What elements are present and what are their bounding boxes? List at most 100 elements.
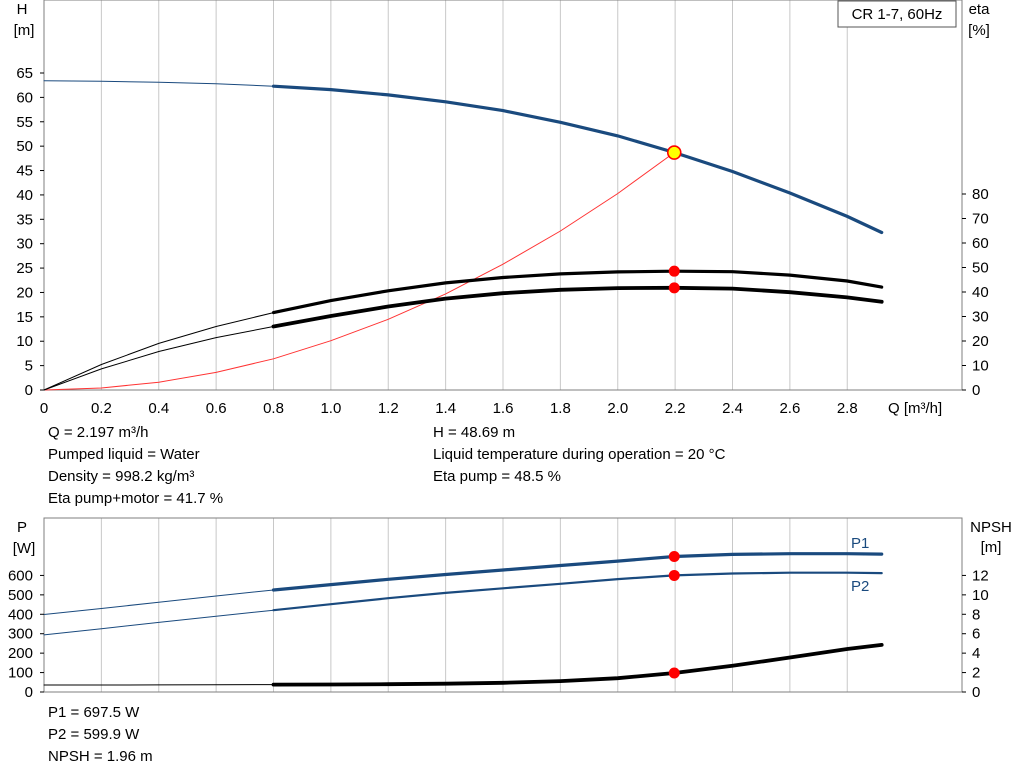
head-chart-grid	[100, 0, 848, 390]
flow-value: Q = 2.197 m³/h	[48, 424, 149, 441]
head-tick-label: 15	[16, 309, 33, 326]
npsh-tick-label: 6	[972, 626, 980, 643]
eta-tick-label: 70	[972, 211, 989, 228]
head-tick-label: 55	[16, 114, 33, 131]
p2-value: P2 = 599.9 W	[48, 726, 140, 743]
flow-tick-label: 2.0	[607, 400, 628, 417]
power-tick-label: 0	[25, 684, 33, 701]
head-axis-title: H	[17, 1, 28, 18]
duty-info-right: H = 48.69 m Liquid temperature during op…	[433, 422, 725, 488]
eta-tick-label: 20	[972, 333, 989, 350]
efficiency-curve	[271, 285, 884, 329]
head-tick-label: 20	[16, 284, 33, 301]
npsh-tick-label: 12	[972, 567, 989, 584]
flow-tick-label: 0.2	[91, 400, 112, 417]
duty-point-power-marker	[668, 569, 680, 581]
power-tick-label: 500	[8, 587, 33, 604]
p2-curve-label: P2	[851, 578, 869, 595]
duty-point-head-marker	[666, 145, 682, 160]
eta-tick-label: 10	[972, 358, 989, 375]
power-tick-label: 100	[8, 665, 33, 682]
head-curve	[43, 80, 274, 87]
flow-tick-label: 1.8	[550, 400, 571, 417]
head-chart-series	[43, 80, 884, 391]
density-value: Density = 998.2 kg/m³	[48, 468, 195, 485]
power-axis-unit: [W]	[13, 540, 36, 557]
p1-value: P1 = 697.5 W	[48, 704, 140, 721]
eta-pump-motor-value: Eta pump+motor = 41.7 %	[48, 490, 224, 507]
power-tick-label: 600	[8, 567, 33, 584]
flow-tick-label: 0.4	[148, 400, 169, 417]
power-tick-label: 200	[8, 645, 33, 662]
p1-power-curve	[43, 589, 274, 615]
head-value: H = 48.69 m	[433, 424, 516, 441]
head-tick-label: 60	[16, 89, 33, 106]
duty-point-npsh-marker	[668, 667, 680, 679]
liquid-temperature: Liquid temperature during operation = 20…	[433, 446, 726, 463]
p1-curve-label: P1	[851, 535, 869, 552]
power-chart-series	[43, 550, 884, 687]
eta-tick-label: 30	[972, 309, 989, 326]
npsh-tick-label: 8	[972, 606, 980, 623]
head-axis-unit: [m]	[14, 22, 35, 39]
duty-point-power-marker	[668, 550, 680, 562]
npsh-value: NPSH = 1.96 m	[48, 748, 153, 765]
head-curve	[271, 84, 884, 235]
head-tick-label: 0	[25, 382, 33, 399]
flow-tick-label: 1.0	[320, 400, 341, 417]
efficiency-curve	[43, 326, 274, 391]
eta-tick-label: 50	[972, 260, 989, 277]
duty-point-efficiency-marker	[668, 265, 680, 277]
pump-model-label: CR 1-7, 60Hz	[852, 6, 943, 23]
pump-model-box	[837, 0, 957, 28]
head-tick-label: 5	[25, 358, 33, 375]
head-tick-label: 25	[16, 260, 33, 277]
axis-ticks: 0 0.2 0.4 0.6 0.8 1.0 1.2 1.4 1.6 1.8 2.0 2.2 2.4 2.6…	[8, 65, 989, 701]
efficiency-curve	[43, 312, 274, 391]
system-curve	[43, 152, 675, 391]
eta-tick-label: 0	[972, 382, 980, 399]
flow-tick-label: 0.8	[263, 400, 284, 417]
npsh-axis-unit: [m]	[981, 539, 1002, 556]
power-tick-label: 400	[8, 606, 33, 623]
head-tick-label: 65	[16, 65, 33, 82]
efficiency-curve	[271, 269, 884, 315]
head-tick-label: 40	[16, 187, 33, 204]
eta-axis-title: eta	[969, 1, 991, 18]
npsh-tick-label: 4	[972, 645, 980, 662]
npsh-tick-label: 2	[972, 665, 980, 682]
flow-tick-label: 0	[40, 400, 48, 417]
npsh-tick-label: 10	[972, 587, 989, 604]
npsh-tick-label: 0	[972, 684, 980, 701]
eta-tick-label: 40	[972, 284, 989, 301]
eta-axis-unit: [%]	[968, 22, 990, 39]
p2-power-curve	[272, 571, 883, 612]
p1-power-curve	[271, 552, 884, 592]
power-chart-grid	[100, 518, 848, 692]
head-tick-label: 30	[16, 236, 33, 253]
eta-tick-label: 80	[972, 186, 989, 203]
power-info: P1 = 697.5 W P2 = 599.9 W NPSH = 1.96 m	[48, 702, 153, 768]
flow-tick-label: 2.8	[837, 400, 858, 417]
head-tick-label: 45	[16, 163, 33, 180]
eta-pump-value: Eta pump = 48.5 %	[433, 468, 561, 485]
power-tick-label: 300	[8, 626, 33, 643]
flow-tick-label: 2.6	[779, 400, 800, 417]
power-chart-frame	[43, 517, 963, 693]
power-curve	[43, 609, 274, 636]
pumped-liquid: Pumped liquid = Water	[48, 446, 200, 463]
eta-tick-label: 60	[972, 235, 989, 252]
power-axis-title: P	[17, 519, 27, 536]
head-tick-label: 50	[16, 138, 33, 155]
flow-tick-label: 1.4	[435, 400, 456, 417]
npsh-axis-title: NPSH	[970, 519, 1012, 536]
head-tick-label: 35	[16, 211, 33, 228]
flow-tick-label: 0.6	[206, 400, 227, 417]
npsh-curve	[271, 643, 884, 687]
flow-tick-label: 1.6	[493, 400, 514, 417]
head-tick-label: 10	[16, 333, 33, 350]
duty-info-left: Q = 2.197 m³/h Pumped liquid = Water Den…	[48, 422, 223, 510]
duty-point-efficiency-marker	[668, 282, 680, 294]
flow-tick-label: 2.2	[665, 400, 686, 417]
